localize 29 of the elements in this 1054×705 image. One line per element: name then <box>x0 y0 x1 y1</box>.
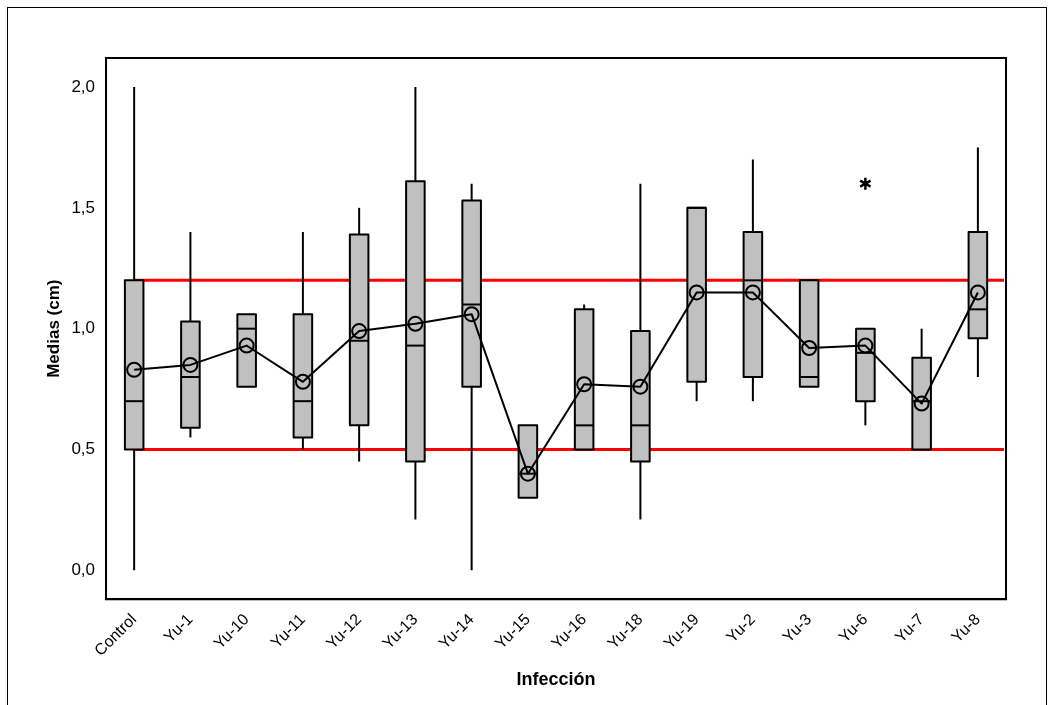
point <box>801 340 818 357</box>
point <box>126 361 143 378</box>
x-tick-label: Yu-2 <box>722 610 759 646</box>
point <box>744 284 761 301</box>
point <box>913 395 930 412</box>
point <box>182 356 199 373</box>
point <box>857 337 874 354</box>
point <box>632 378 649 395</box>
point <box>969 284 986 301</box>
x-tick-label: Yu-8 <box>947 610 984 646</box>
x-tick-label: Yu-7 <box>891 610 927 646</box>
x-axis-title: Infección <box>516 669 596 690</box>
point <box>294 373 311 390</box>
point <box>688 284 705 301</box>
x-tick-label: Yu-1 <box>160 610 196 646</box>
y-tick-label: 1,5 <box>71 197 96 217</box>
point <box>238 337 255 354</box>
point <box>576 376 593 393</box>
y-axis-title: Medias (cm) <box>43 279 63 378</box>
y-tick-label: 2,0 <box>71 76 96 96</box>
point <box>351 323 368 340</box>
x-tick-label: Yu-3 <box>779 610 815 646</box>
point <box>463 306 480 323</box>
y-tick-label: 0,5 <box>71 439 96 459</box>
y-tick-label: 0,0 <box>71 560 96 580</box>
point <box>407 315 424 332</box>
x-tick-label: Yu-6 <box>835 610 871 646</box>
point <box>519 465 536 482</box>
y-tick-label: 1,0 <box>71 318 96 338</box>
